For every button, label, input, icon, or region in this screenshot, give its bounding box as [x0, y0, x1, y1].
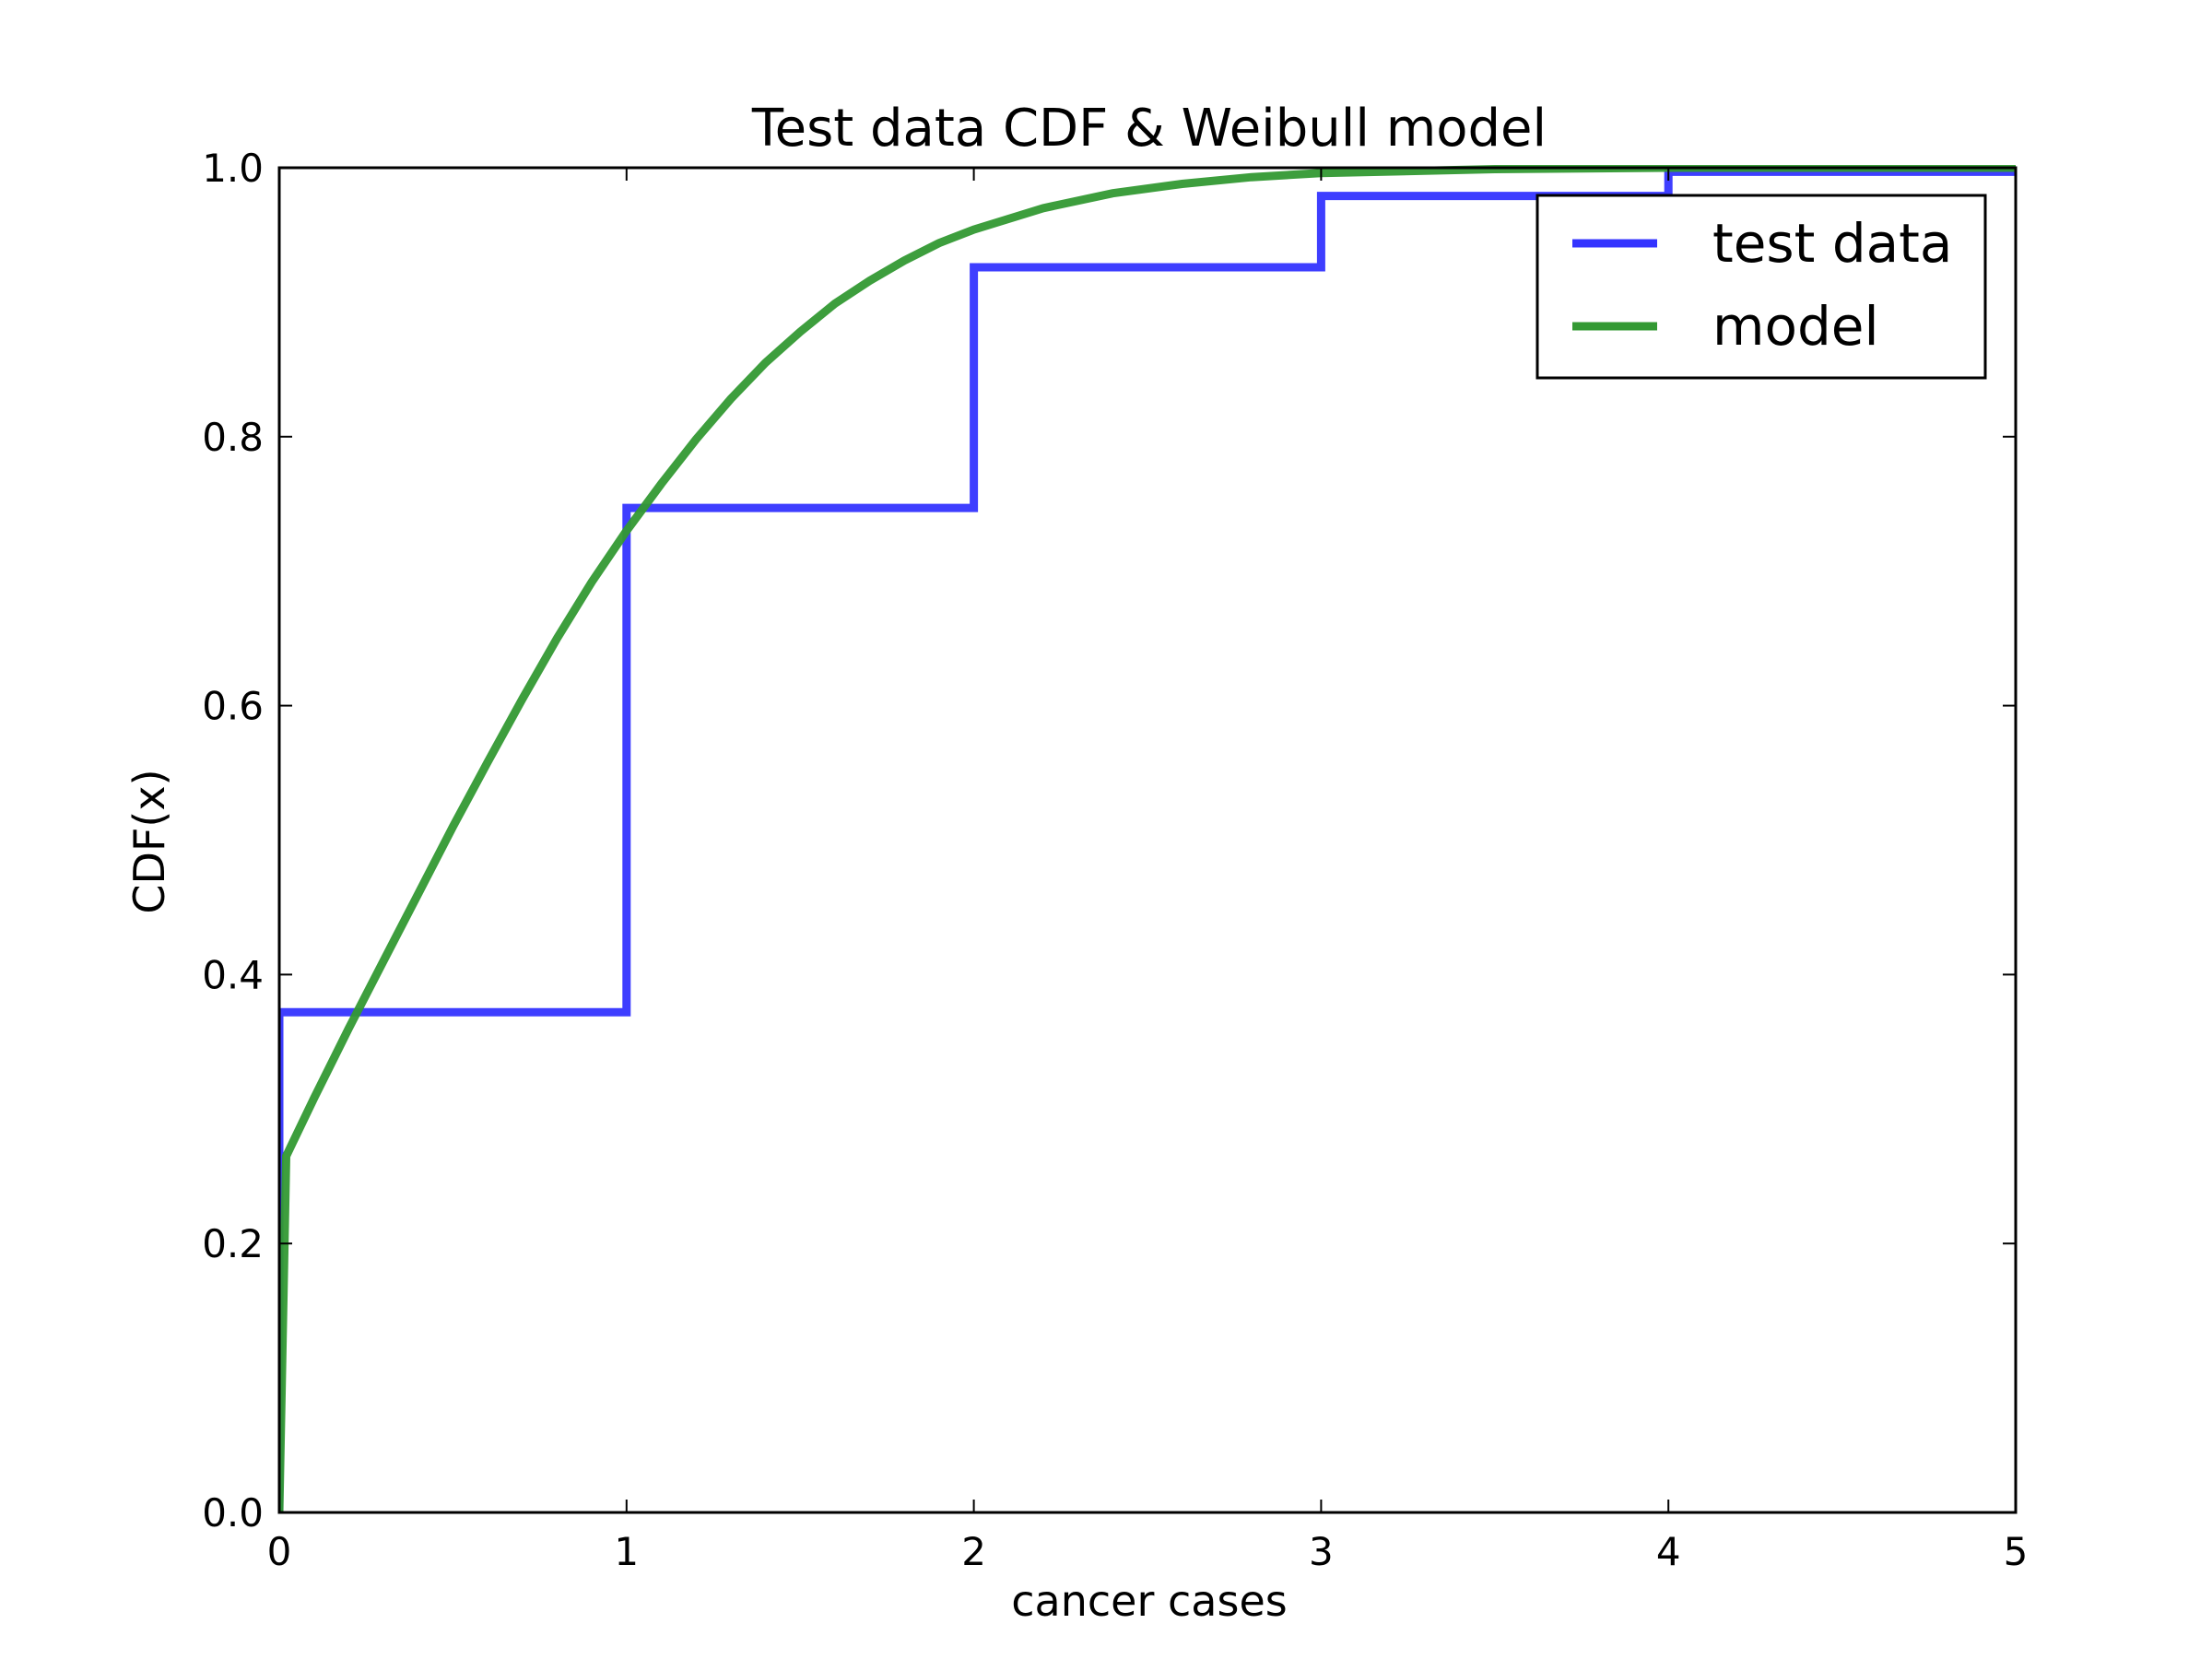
series-line-model [279, 165, 2016, 1513]
legend-label: test data [1712, 212, 1952, 275]
series-line-test-data [279, 167, 2016, 1512]
plot-area [279, 165, 2016, 1513]
axes-frame [277, 166, 2018, 1514]
legend-box [1535, 194, 1987, 380]
x-tick-label: 4 [1656, 1529, 1681, 1574]
y-tick-label: 0.8 [202, 415, 264, 460]
x-tick-label: 2 [961, 1529, 986, 1574]
axes: 0 1 2 3 4 5 0.0 0.2 0.4 0.6 0.8 1.0 [202, 146, 2028, 1574]
y-tick-label: 0.6 [202, 684, 264, 729]
legend-label: model [1712, 295, 1879, 358]
y-tick-label: 0.0 [202, 1490, 264, 1535]
y-axis-label: CDF(x) [124, 769, 174, 913]
x-tick-label: 5 [2004, 1529, 2029, 1574]
x-tick-label: 0 [267, 1529, 292, 1574]
y-tick-label: 0.2 [202, 1221, 264, 1266]
legend: test data model [1535, 194, 1987, 380]
x-tick-label: 1 [614, 1529, 639, 1574]
x-tick-label: 3 [1309, 1529, 1334, 1574]
x-axis-label: cancer cases [1011, 1576, 1287, 1626]
y-tick-label: 0.4 [202, 952, 264, 997]
chart-title: Test data CDF & Weibull model [751, 99, 1547, 159]
y-tick-label: 1.0 [202, 146, 264, 191]
